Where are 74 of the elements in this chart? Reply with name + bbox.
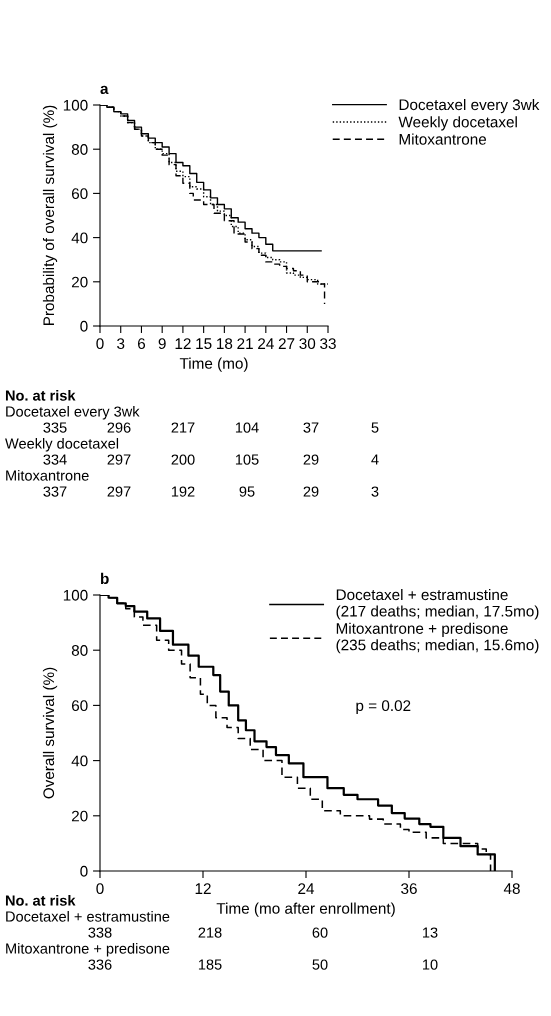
text: 105 (235, 454, 259, 465)
text: Weekly docetaxel (5, 438, 119, 452)
text: Mitoxantrone (6, 470, 89, 481)
text: 217 (171, 422, 195, 433)
text: 337 (43, 486, 67, 497)
text: 50 (312, 959, 328, 970)
text: 5 (371, 422, 379, 433)
legend-label: Mitoxantrone (399, 133, 487, 145)
text: 218 (198, 927, 222, 938)
x-tick-label: 6 (137, 338, 146, 350)
text: 13 (423, 927, 438, 938)
x-tick-label: 36 (401, 883, 417, 895)
text: 4 (371, 454, 379, 465)
text: 10 (423, 959, 438, 970)
legend-label: Weekly docetaxel (398, 116, 517, 131)
text: 297 (107, 454, 131, 465)
text: 335 (43, 422, 67, 433)
text: Docetaxel every 3wk (6, 406, 140, 420)
x-tick-label: 27 (278, 338, 295, 349)
text: 95 (239, 486, 255, 497)
x-tick-label: 18 (217, 338, 233, 350)
chart-title: a (100, 85, 109, 95)
chart-title: b (101, 572, 109, 585)
text: No. at risk (5, 390, 76, 401)
y-tick-label: 0 (80, 320, 88, 332)
text: 37 (303, 422, 319, 433)
x-tick-label: 33 (320, 338, 336, 350)
x-tick-label: 3 (117, 338, 125, 350)
x-tick-label: 21 (237, 338, 253, 349)
text: 336 (88, 959, 112, 970)
x-tick-label: 24 (298, 883, 315, 894)
legend-label: Docetaxel + estramustine (217 deaths; median, 17.5mo) (336, 588, 539, 620)
text: 29 (303, 454, 319, 465)
y-tick-label: 100 (63, 99, 88, 111)
text: 200 (171, 454, 195, 465)
x-tick-label: 0 (96, 338, 104, 350)
legend-label: Mitoxantrone + predisone (235 deaths; median, 15.6mo) (336, 622, 539, 654)
x-tick-label: 48 (503, 883, 520, 895)
y-tick-label: 60 (71, 700, 88, 712)
text: 185 (198, 959, 222, 970)
y-tick-label: 40 (71, 755, 88, 767)
y-tick-label: 60 (71, 188, 88, 200)
x-tick-label: 15 (196, 338, 212, 350)
text: 3 (371, 486, 379, 497)
text: 29 (303, 486, 319, 497)
text: 296 (107, 422, 131, 433)
text: 334 (43, 454, 67, 465)
text: 297 (107, 486, 131, 497)
x-tick-label: 24 (258, 338, 274, 349)
y-axis-title: Overall survival (%) (42, 667, 58, 799)
y-tick-label: 0 (80, 865, 88, 877)
x-tick-label: 12 (195, 883, 211, 894)
y-tick-label: 80 (71, 645, 88, 656)
y-tick-label: 80 (71, 144, 88, 155)
text: No. at risk (5, 895, 76, 906)
y-axis-title: Probability of overall survival (%) (42, 105, 58, 326)
x-axis-title: Time (mo) (179, 357, 248, 372)
text: 104 (235, 422, 259, 433)
x-tick-label: 30 (299, 338, 316, 350)
text: 338 (88, 927, 112, 938)
text: Docetaxel + estramustine (6, 911, 170, 922)
y-tick-label: 100 (63, 589, 88, 601)
annotation: p = 0.02 (356, 700, 411, 715)
y-tick-label: 40 (71, 232, 88, 244)
y-tick-label: 20 (71, 276, 88, 288)
legend-label: Docetaxel every 3wk (399, 98, 540, 114)
x-axis-title: Time (mo after enrollment) (216, 902, 395, 917)
text: 60 (312, 927, 328, 938)
text: Mitoxantrone + predisone (6, 943, 170, 957)
x-tick-label: 0 (96, 883, 104, 895)
x-tick-label: 12 (175, 338, 191, 349)
x-tick-label: 9 (158, 338, 166, 350)
text: 192 (171, 486, 195, 497)
y-tick-label: 20 (71, 810, 88, 822)
